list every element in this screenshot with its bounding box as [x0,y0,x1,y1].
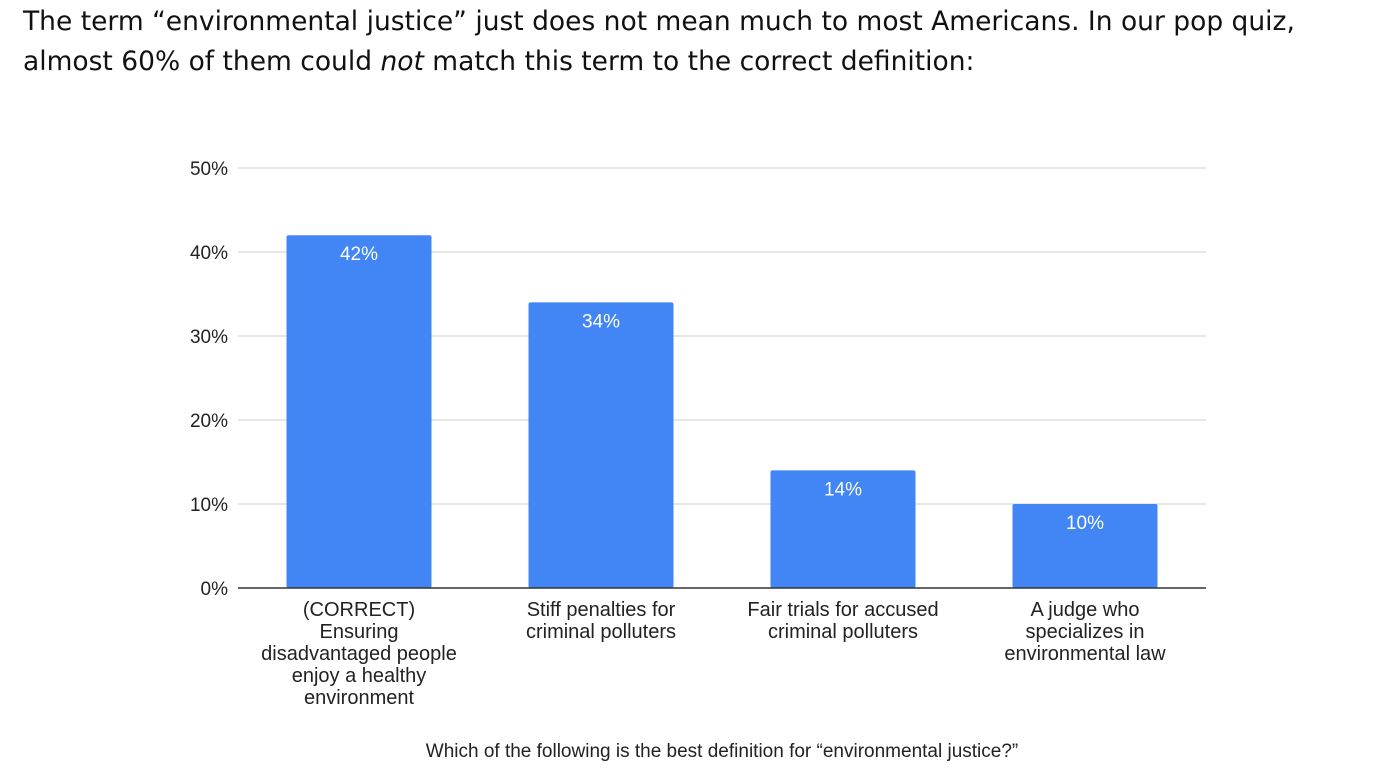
bar [1012,504,1158,588]
x-category-label: (CORRECT) Ensuring disadvantaged people enj… [261,599,457,709]
y-tick-label: 10% [190,495,228,516]
bar [770,470,916,588]
intro-emphasis: not [380,46,424,77]
bar [286,235,432,588]
x-category-label: A judge who specializes in environmental l… [1004,599,1166,665]
intro-text-start: The term “environmental justice” just do… [23,6,1295,77]
x-category-label: Fair trials for accused criminal polluter… [747,599,938,643]
intro-paragraph: The term “environmental justice” just do… [23,2,1383,82]
x-axis-title: Which of the following is the best defin… [426,741,1018,762]
bar-data-label: 42% [340,244,378,265]
data-labels: 42% 34% 14% 10% [340,244,1104,534]
intro-text-end: match this term to the correct definitio… [423,46,975,77]
category-labels: (CORRECT) Ensuring disadvantaged people enj… [261,599,1166,709]
bar [528,302,674,588]
y-tick-label: 40% [190,243,228,264]
x-category-label: Stiff penalties for criminal polluters [526,599,676,643]
bar-data-label: 10% [1066,513,1104,534]
y-axis-ticks: 0% 10% 20% 30% 40% 50% [190,159,228,600]
bar-data-label: 34% [582,311,620,332]
y-tick-label: 30% [190,327,228,348]
y-tick-label: 0% [201,579,229,600]
y-tick-label: 20% [190,411,228,432]
bars [286,235,1158,588]
bar-data-label: 14% [824,479,862,500]
y-tick-label: 50% [190,159,228,180]
